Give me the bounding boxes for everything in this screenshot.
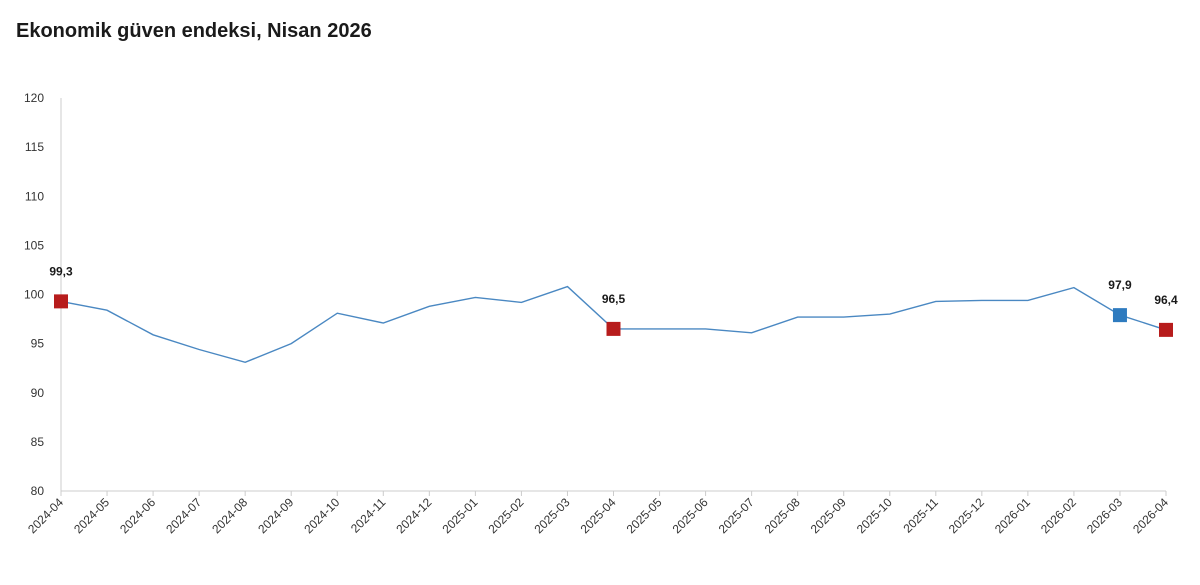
x-tick-label: 2024-12 [393,495,434,536]
x-tick-label: 2025-03 [532,495,573,536]
x-tick-label: 2025-08 [762,495,803,536]
x-tick-label: 2026-02 [1038,495,1079,536]
x-tick-label: 2026-04 [1130,495,1171,536]
y-tick-label: 95 [31,337,45,351]
y-tick-label: 115 [25,140,44,154]
x-tick-label: 2025-01 [439,495,480,536]
data-label: 99,3 [49,264,73,278]
x-tick-label: 2025-10 [854,495,895,536]
y-tick-label: 105 [24,238,44,252]
data-label: 96,4 [1154,293,1178,307]
data-point-marker [54,294,68,309]
x-axis-ticks: 2024-04 2024-05 2024-06 2024-07 2024-08 2024-… [25,491,1171,536]
x-tick-label: 2025-09 [808,495,849,536]
x-tick-label: 2025-12 [946,495,987,536]
x-tick-label: 2024-07 [163,495,204,536]
y-tick-label: 80 [31,484,45,498]
x-tick-label: 2025-04 [578,495,619,536]
x-tick-label: 2024-08 [209,495,250,536]
x-tick-label: 2024-10 [301,495,342,536]
y-tick-label: 85 [31,435,45,449]
y-tick-label: 100 [24,288,44,302]
x-tick-label: 2024-06 [117,495,158,536]
x-tick-label: 2025-06 [670,495,711,536]
data-label: 97,9 [1108,278,1132,292]
y-axis-ticks: 80 85 90 95 100 105 110 115 120 [24,91,44,498]
x-tick-label: 2025-02 [485,495,526,536]
x-tick-label: 2025-07 [716,495,757,536]
x-tick-label: 2026-01 [992,495,1033,536]
data-label: 96,5 [602,292,626,306]
y-tick-label: 90 [31,386,45,400]
x-tick-label: 2024-11 [348,495,389,536]
x-tick-label: 2025-11 [900,495,941,536]
chart-markers [54,294,1173,337]
data-point-marker [1112,308,1127,323]
x-tick-label: 2024-04 [25,495,66,536]
x-tick-label: 2024-09 [255,495,296,536]
data-point-marker [1159,322,1173,337]
y-tick-label: 120 [24,91,44,105]
x-tick-label: 2026-03 [1084,495,1125,536]
page-title: Ekonomik güven endeksi, Nisan 2026 [16,20,372,42]
chart-data-labels: 99,3 96,5 97,9 96,4 [49,264,1178,306]
y-tick-label: 110 [25,189,44,203]
x-tick-label: 2025-05 [624,495,665,536]
x-tick-label: 2024-05 [71,495,112,536]
data-point-marker [606,321,621,336]
